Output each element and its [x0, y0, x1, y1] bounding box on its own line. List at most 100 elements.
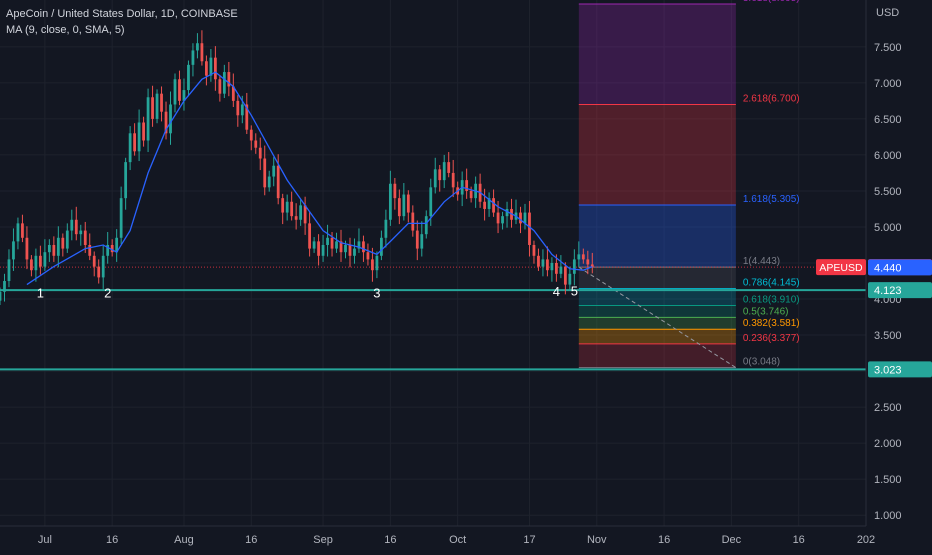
- candle-body: [30, 259, 33, 271]
- candle-body: [555, 263, 558, 274]
- symbol-pill: APEUSD: [819, 262, 863, 274]
- fib-zone-0.5: [578, 317, 736, 330]
- candle-body: [339, 241, 343, 253]
- candle-body: [218, 79, 222, 94]
- candle-body: [231, 86, 235, 101]
- candle-body: [61, 237, 65, 249]
- candle-body: [281, 198, 285, 213]
- time-tick-label: Oct: [449, 534, 466, 546]
- wave-label-1: 1: [37, 286, 44, 301]
- candle-body: [169, 104, 172, 134]
- time-tick-label: Nov: [587, 534, 607, 546]
- candle-body: [438, 169, 442, 181]
- fib-zone-1: [578, 267, 736, 289]
- candle-body: [254, 140, 258, 148]
- time-tick-label: Jul: [38, 534, 52, 546]
- candle-body: [353, 248, 356, 256]
- time-axis[interactable]: Jul 16 Aug 16 Sep 16 Oct 17 Nov 16 Dec 16 202: [0, 525, 932, 550]
- support-price-tag: 3.023: [874, 364, 902, 376]
- price-tick-label: 5.000: [874, 222, 902, 234]
- candle-body: [106, 244, 110, 256]
- candle-body: [563, 266, 567, 285]
- candle-body: [550, 263, 554, 271]
- price-tick-label: 1.000: [874, 510, 902, 522]
- symbol-title[interactable]: ApeCoin / United States Dollar, 1D, COIN…: [6, 8, 238, 20]
- candle-body: [178, 79, 181, 101]
- candle-body: [97, 266, 101, 278]
- candle-body: [519, 212, 522, 224]
- fib-extension-tool[interactable]: 0(3.048) 0.236(3.377) 0.382(3.581)0.5(3.74…: [578, 0, 800, 369]
- candle-body: [487, 198, 491, 209]
- fib-trend-line[interactable]: [578, 266, 737, 369]
- candle-body: [321, 244, 325, 256]
- candle-body: [151, 97, 154, 119]
- crosshair-price-tag-bg: [868, 259, 932, 276]
- fib-zone-0.618: [578, 305, 736, 318]
- support-lines[interactable]: [0, 289, 866, 371]
- fib-label-0.786: 0.786(4.145): [743, 278, 800, 289]
- ma-line: [26, 71, 593, 286]
- fib-zone-2.618: [578, 104, 736, 205]
- candle-body: [442, 162, 446, 181]
- candle-body: [326, 237, 329, 245]
- candle-body: [546, 259, 549, 271]
- candle-body: [146, 97, 150, 141]
- candle-body: [581, 254, 585, 260]
- candle-body: [258, 147, 262, 159]
- candle-body: [267, 176, 271, 188]
- candle-body: [483, 201, 486, 209]
- price-tick-label: 7.000: [874, 78, 902, 90]
- candle-body: [70, 219, 74, 231]
- candle-body: [222, 72, 226, 94]
- candle-body: [380, 237, 383, 256]
- candle-body: [393, 183, 397, 199]
- indicator-label[interactable]: MA (9, close, 0, SMA, 5): [6, 24, 125, 36]
- candle-body: [0, 291, 2, 301]
- candle-body: [209, 57, 213, 76]
- candle-body: [160, 93, 163, 112]
- candle-body: [79, 230, 83, 235]
- time-tick-label: 16: [245, 534, 257, 546]
- candle-body: [572, 259, 576, 274]
- candle-body: [227, 72, 231, 87]
- candle-body: [16, 223, 20, 242]
- candle-body: [469, 190, 473, 199]
- candle-body: [537, 255, 540, 267]
- time-tick-label: 16: [384, 534, 396, 546]
- candle-body: [200, 43, 204, 62]
- candle-body: [501, 216, 504, 224]
- candle-body: [285, 201, 289, 213]
- candle-body: [155, 93, 159, 119]
- wave-label-2: 2: [104, 286, 111, 301]
- candle-body: [568, 273, 572, 285]
- candle-body: [240, 104, 244, 116]
- candle-body: [236, 100, 240, 116]
- candle-body: [366, 252, 370, 260]
- candle-body: [541, 259, 545, 267]
- candle-body: [577, 254, 581, 260]
- fib-label-3.618: 3.618(8.095): [743, 0, 800, 4]
- time-tick-label: 202: [857, 534, 875, 546]
- support-price-tag-bg: [868, 282, 932, 299]
- candles: [0, 30, 594, 306]
- time-tick-label: 16: [793, 534, 805, 546]
- candle-body: [294, 216, 298, 220]
- fib-trend-segment: [578, 266, 737, 369]
- fib-label-1.618: 1.618(5.305): [743, 194, 800, 205]
- candle-body: [330, 237, 334, 249]
- candle-body: [128, 133, 132, 163]
- candle-body: [308, 223, 311, 249]
- time-axis-bg: [0, 526, 932, 550]
- candle-body: [187, 64, 190, 91]
- symbol-pill-bg: [816, 259, 866, 276]
- support-price-tag-bg: [868, 361, 932, 378]
- time-tick-label: 17: [523, 534, 535, 546]
- price-tick-label: 2.000: [874, 438, 902, 450]
- candle-body: [21, 223, 24, 238]
- candle-body: [182, 90, 186, 101]
- price-tick-label: 3.500: [874, 330, 902, 342]
- candle-body: [397, 198, 401, 217]
